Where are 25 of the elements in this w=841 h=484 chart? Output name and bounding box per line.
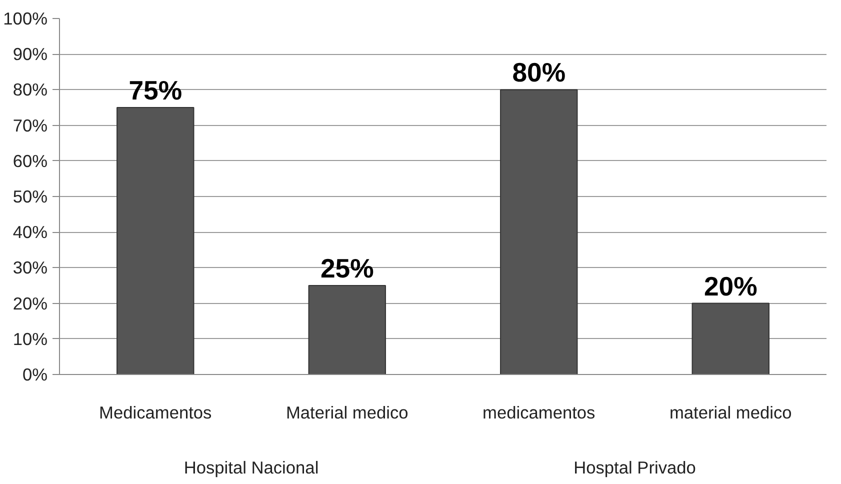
data-label: 20% [704,271,758,302]
text: Hospital Nacional [184,458,319,478]
y-tick-label: 0% [22,364,48,384]
y-tick-label: 90% [12,44,48,64]
data-label: 80% [512,58,566,88]
y-tick-label: 80% [12,80,48,100]
bar [308,285,386,374]
y-tick-label: 10% [12,328,48,349]
x-tick-label: material medico [669,402,792,422]
y-tick-label: 40% [12,222,48,242]
x-tick-label: medicamentos [482,402,596,422]
y-tick-label: 50% [12,186,48,206]
x-tick-label: Medicamentos [99,402,212,422]
y-tick-label: 100% [3,8,48,28]
data-label: 75% [128,76,182,106]
bar [500,89,578,374]
bar [116,107,194,374]
y-tick-label: 60% [12,150,48,171]
data-label: 25% [320,254,374,284]
y-tick-label: 20% [12,293,48,314]
y-tick-label: 30% [12,258,48,278]
bar [692,302,770,374]
text: Hosptal Privado [574,458,696,478]
y-tick-label: 70% [12,115,48,136]
x-tick-label: Material medico [286,402,408,422]
